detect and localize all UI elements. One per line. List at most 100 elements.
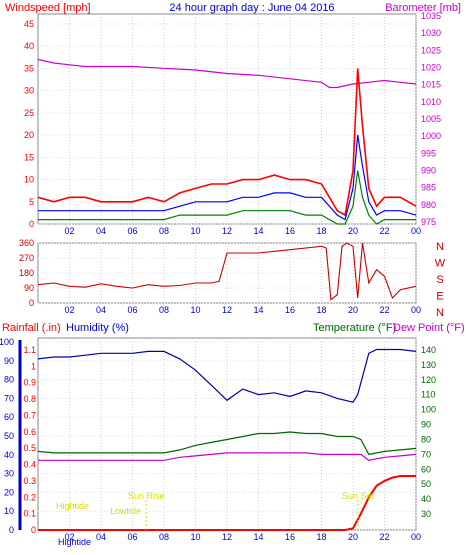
barometer-axis-label: Barometer [mb] [385, 2, 461, 14]
temp-y-tick-label: 100 [421, 405, 436, 415]
wind-x-tick-label: 16 [285, 226, 295, 236]
wind-y-tick-label: 10 [24, 175, 34, 185]
temp-x-tick-label: 02 [64, 532, 74, 542]
rain-y-tick-label: 1.1 [23, 345, 36, 355]
temp-x-tick-label: 08 [159, 532, 169, 542]
dir-y-tick-label: 180 [19, 268, 34, 278]
baro-y-tick-label: 1020 [421, 63, 441, 73]
wind-y-tick-label: 0 [29, 219, 34, 229]
wind-y-tick-label: 35 [24, 63, 34, 73]
dir-y-tick-label: 0 [29, 298, 34, 308]
temp-y-tick-label: 130 [421, 360, 436, 370]
rain-y-tick-label: 1 [31, 361, 36, 371]
baro-y-tick-label: 1005 [421, 114, 441, 124]
wind-y-tick-label: 40 [24, 41, 34, 51]
compass-label: E [436, 291, 443, 303]
temp-x-tick-label: 04 [96, 532, 106, 542]
compass-label: S [436, 274, 443, 286]
temp-x-tick-label: 12 [222, 532, 232, 542]
baro-y-tick-label: 1010 [421, 97, 441, 107]
wind-x-tick-label: 06 [127, 226, 137, 236]
dir-x-tick-label: 16 [285, 305, 295, 315]
series-line-humidity [37, 348, 417, 403]
series-line-direction [37, 242, 417, 301]
temp-y-tick-label: 60 [421, 464, 431, 474]
baro-y-tick-label: 1035 [421, 11, 441, 21]
dir-x-tick-label: 10 [190, 305, 200, 315]
humidity-y-tick-label: 50 [4, 431, 14, 441]
series-line-rainfall [38, 475, 416, 531]
temp-x-tick-label: 16 [285, 532, 295, 542]
humidity-y-tick-label: 20 [4, 487, 14, 497]
dir-x-tick-label: 12 [222, 305, 232, 315]
compass-label: N [436, 307, 444, 319]
wind-y-tick-label: 25 [24, 108, 34, 118]
temp-y-tick-label: 80 [421, 434, 431, 444]
wind-x-tick-label: 22 [379, 226, 389, 236]
dir-x-tick-label: 08 [159, 305, 169, 315]
series-line-wind-low [38, 170, 416, 225]
baro-y-tick-label: 1000 [421, 131, 441, 141]
wind-y-tick-label: 20 [24, 130, 34, 140]
series-line-temperature [37, 431, 417, 456]
baro-y-tick-label: 1015 [421, 80, 441, 90]
temp-y-tick-label: 120 [421, 375, 436, 385]
wind-x-tick-label: 18 [316, 226, 326, 236]
baro-y-tick-label: 990 [421, 166, 436, 176]
dir-x-tick-label: 22 [379, 305, 389, 315]
wind-x-tick-label: 02 [64, 226, 74, 236]
wind-x-tick-label: 20 [348, 226, 358, 236]
rain-y-tick-label: 0.5 [23, 443, 36, 453]
series-line-dew-point [38, 452, 417, 461]
grid-lines [38, 14, 417, 531]
bottom-hightide-label: Hightide [58, 537, 91, 547]
temp-x-tick-label: 18 [316, 532, 326, 542]
temp-x-tick-label: 20 [348, 532, 358, 542]
wind-y-tick-label: 30 [24, 86, 34, 96]
dir-x-tick-label: 06 [127, 305, 137, 315]
baro-y-tick-label: 985 [421, 183, 436, 193]
humidity-y-tick-label: 100 [0, 337, 14, 347]
dir-y-tick-label: 90 [24, 283, 34, 293]
dir-x-tick-label: 02 [64, 305, 74, 315]
compass-label: W [435, 258, 446, 270]
temp-y-tick-label: 40 [421, 494, 431, 504]
humidity-y-tick-label: 80 [4, 375, 14, 385]
humidity-y-tick-label: 40 [4, 450, 14, 460]
wind-x-tick-label: 12 [222, 226, 232, 236]
temp-y-tick-label: 50 [421, 479, 431, 489]
rain-axis-label: Rainfall (.in) [2, 322, 61, 334]
baro-y-tick-label: 980 [421, 200, 436, 210]
temp-x-tick-label: 00 [411, 532, 421, 542]
wind-axis-label: Windspeed [mph] [5, 2, 91, 14]
series-line-wind-gust [37, 68, 417, 217]
humidity-y-tick-label: 0 [9, 525, 14, 535]
dir-x-tick-label: 00 [411, 305, 421, 315]
temp-y-tick-label: 30 [421, 509, 431, 519]
rain-y-tick-label: 0.9 [23, 378, 36, 388]
humidity-y-tick-label: 90 [4, 356, 14, 366]
temperature-axis-label: Temperature (°F) [313, 322, 396, 334]
baro-y-tick-label: 995 [421, 148, 436, 158]
temp-x-tick-label: 14 [253, 532, 263, 542]
temp-y-tick-label: 110 [421, 390, 435, 400]
rain-y-tick-label: 0.3 [23, 476, 36, 486]
temp-x-tick-label: 06 [127, 532, 137, 542]
wind-y-tick-label: 15 [24, 152, 34, 162]
wind-x-tick-label: 00 [411, 226, 421, 236]
series-line-wind-average [38, 135, 417, 221]
temp-y-tick-label: 90 [421, 420, 431, 430]
compass-label: N [436, 241, 444, 253]
temp-y-tick-label: 140 [421, 345, 436, 355]
series-line-barometer [37, 58, 417, 89]
wind-y-tick-label: 45 [24, 19, 34, 29]
wind-x-tick-label: 10 [190, 226, 200, 236]
temp-y-tick-label: 70 [421, 449, 431, 459]
graph-title: 24 hour graph day : June 04 2016 [169, 2, 334, 14]
sunset-annotation: Sun Set [342, 491, 375, 501]
wind-x-tick-label: 04 [96, 226, 106, 236]
humidity-y-tick-label: 10 [4, 506, 14, 516]
tick-labels: 02 04 06 08 10 12 14 16 18 20 22 000510152025303540… [0, 11, 441, 542]
